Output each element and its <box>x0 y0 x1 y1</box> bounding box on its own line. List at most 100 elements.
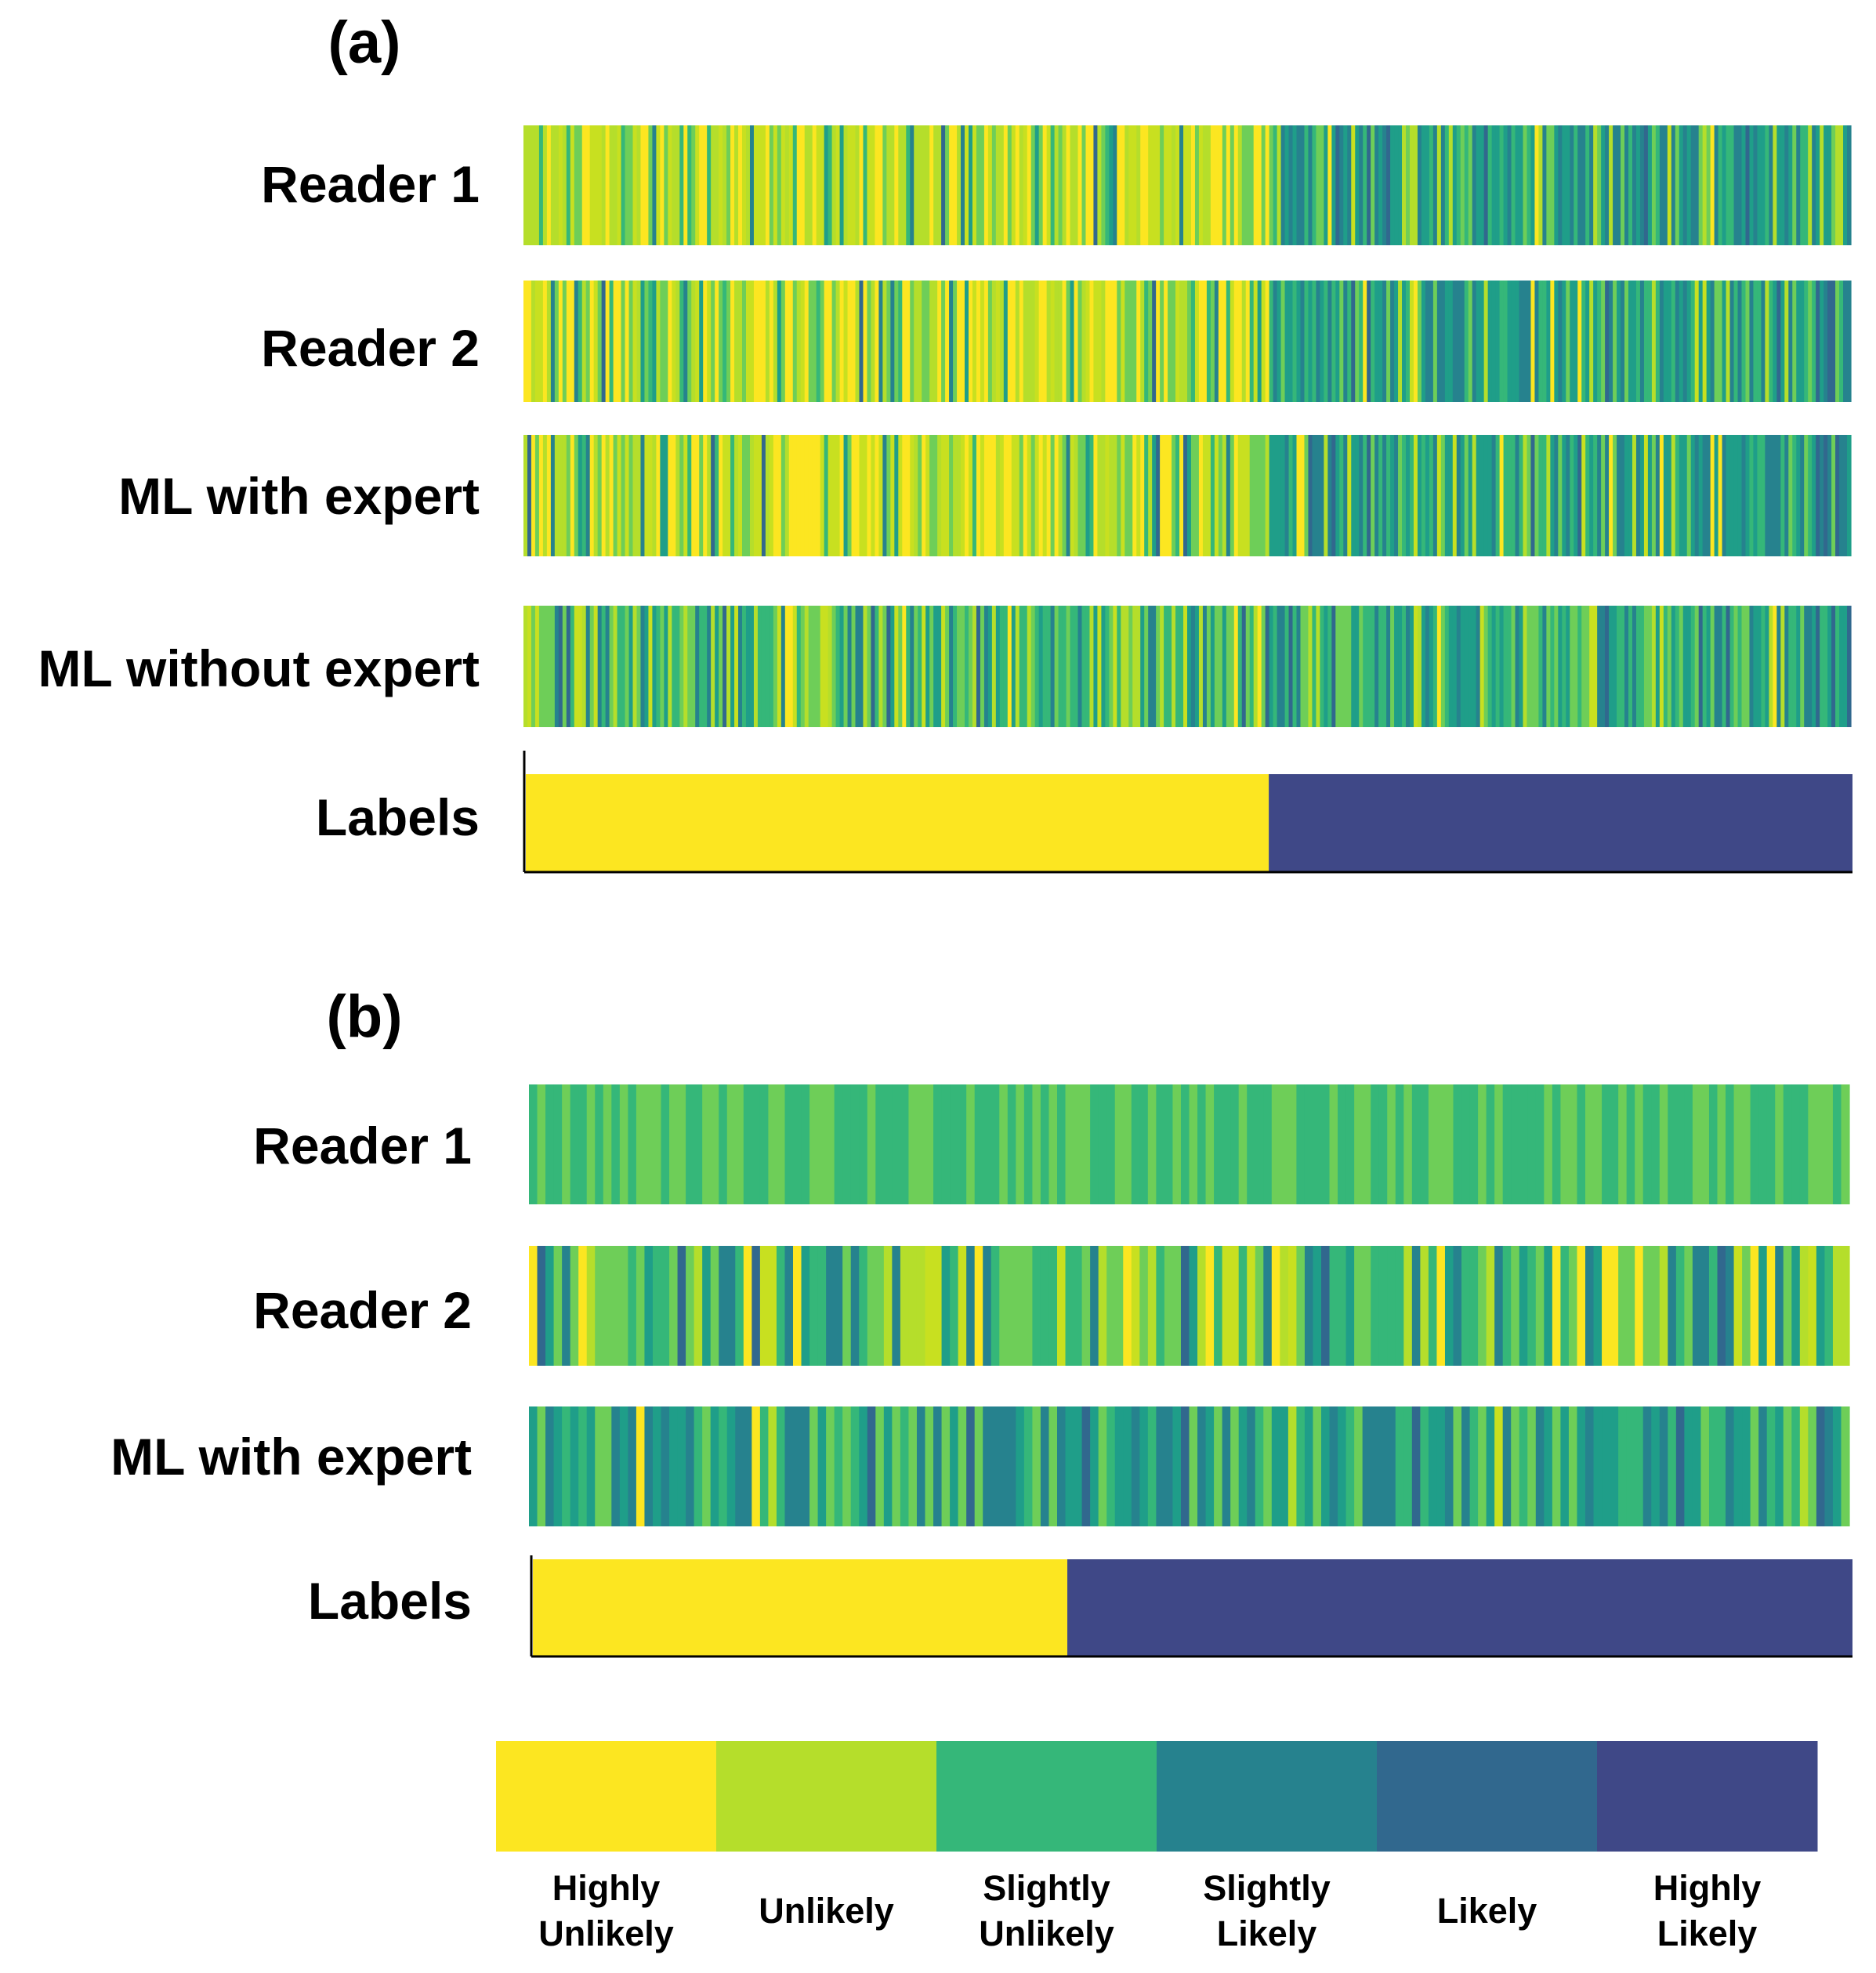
heatmap-cell <box>566 606 571 727</box>
heatmap-strip-a-reader-2 <box>523 281 1852 402</box>
heatmap-cell <box>809 1084 819 1204</box>
heatmap-cell <box>1089 435 1095 556</box>
heatmap-cell <box>1618 1084 1628 1204</box>
heatmap-cell <box>1816 125 1820 245</box>
heatmap-cell <box>784 435 790 556</box>
heatmap-cell <box>1034 281 1040 402</box>
heatmap-cell <box>1511 606 1516 727</box>
heatmap-cell <box>898 435 903 556</box>
heatmap-cell <box>738 125 743 245</box>
heatmap-cell <box>933 1406 943 1526</box>
heatmap-cell <box>914 435 918 556</box>
heatmap-cell <box>1792 281 1797 402</box>
heatmap-cell <box>1568 1406 1578 1526</box>
heatmap-cell <box>1023 1084 1034 1204</box>
heatmap-cell <box>625 125 630 245</box>
heatmap-cell <box>1552 1406 1562 1526</box>
label-segment-negative <box>526 774 1269 871</box>
heatmap-cell <box>1131 1084 1140 1204</box>
heatmap-cell <box>730 435 735 556</box>
heatmap-cell <box>949 606 954 727</box>
heatmap-cell <box>1257 606 1262 727</box>
heatmap-cell <box>890 125 895 245</box>
heatmap-cell <box>1263 1406 1273 1526</box>
heatmap-cell <box>1411 1406 1421 1526</box>
heatmap-cell <box>1003 606 1009 727</box>
heatmap-strip-a-ml-with-expert <box>523 435 1852 556</box>
heatmap-cell <box>991 1406 1000 1526</box>
heatmap-cell <box>1023 435 1028 556</box>
heatmap-cell <box>1172 1246 1182 1366</box>
heatmap-cell <box>628 435 634 556</box>
heatmap-cell <box>1371 281 1375 402</box>
heatmap-cell <box>1847 125 1852 245</box>
heatmap-cell <box>553 1246 563 1366</box>
heatmap-cell <box>1093 125 1098 245</box>
heatmap-cell <box>1686 606 1692 727</box>
heatmap-cell <box>1247 1246 1256 1366</box>
heatmap-cell <box>765 125 770 245</box>
heatmap-cell <box>578 1084 588 1204</box>
heatmap-cell <box>817 1406 827 1526</box>
heatmap-cell <box>527 281 532 402</box>
heatmap-cell <box>1698 606 1704 727</box>
heatmap-cell <box>1027 281 1032 402</box>
heatmap-cell <box>1690 606 1696 727</box>
heatmap-cell <box>1628 435 1633 556</box>
heatmap-cell <box>1574 606 1578 727</box>
heatmap-cell <box>995 125 1001 245</box>
heatmap-cell <box>1081 1246 1091 1366</box>
heatmap-cell <box>1097 435 1102 556</box>
heatmap-cell <box>1343 125 1348 245</box>
heatmap-cell <box>883 1246 893 1366</box>
heatmap-cell <box>719 606 723 727</box>
heatmap-cell <box>1682 435 1688 556</box>
heatmap-cell <box>1222 125 1227 245</box>
heatmap-cell <box>1085 281 1091 402</box>
heatmap-cell <box>1257 435 1262 556</box>
heatmap-cell <box>1486 1406 1495 1526</box>
heatmap-cell <box>1642 1084 1652 1204</box>
heatmap-cell <box>1436 606 1442 727</box>
heatmap-cell <box>1847 435 1852 556</box>
heatmap-cell <box>1395 1084 1404 1204</box>
heatmap-cell <box>941 606 946 727</box>
heatmap-cell <box>1530 606 1536 727</box>
heatmap-cell <box>1714 606 1719 727</box>
heatmap-cell <box>1304 1084 1314 1204</box>
heatmap-cell <box>1523 125 1528 245</box>
heatmap-cell <box>1117 281 1121 402</box>
heatmap-cell <box>894 125 899 245</box>
heatmap-cell <box>628 1084 637 1204</box>
heatmap-cell <box>1218 281 1223 402</box>
legend-label: Unlikely <box>759 1891 894 1931</box>
heatmap-cell <box>1535 1406 1545 1526</box>
heatmap-cell <box>632 125 638 245</box>
heatmap-cell <box>675 125 680 245</box>
heatmap-cell <box>976 606 981 727</box>
heatmap-cell <box>1761 281 1766 402</box>
heatmap-cell <box>1570 281 1574 402</box>
heatmap-cell <box>1602 1406 1611 1526</box>
heatmap-cell <box>683 606 688 727</box>
heatmap-cell <box>800 606 806 727</box>
heatmap-cell <box>1448 281 1454 402</box>
heatmap-cell <box>1702 606 1708 727</box>
heatmap-cell <box>850 1406 860 1526</box>
heatmap-cell <box>809 1406 819 1526</box>
heatmap-cell <box>1371 1406 1380 1526</box>
heatmap-cell <box>843 606 849 727</box>
heatmap-cell <box>1843 606 1848 727</box>
heatmap-cell <box>769 125 774 245</box>
legend-swatch <box>936 1741 1157 1852</box>
heatmap-cell <box>1642 1246 1652 1366</box>
row-label-b-ml-with-expert: ML with expert <box>110 1428 472 1486</box>
heatmap-cell <box>1823 435 1828 556</box>
heatmap-cell <box>1140 125 1145 245</box>
heatmap-cell <box>636 1406 646 1526</box>
heatmap-cell <box>820 435 825 556</box>
heatmap-strip-a-ml-without-expert <box>523 606 1852 727</box>
heatmap-cell <box>839 125 845 245</box>
heatmap-cell <box>1647 606 1653 727</box>
heatmap-cell <box>574 125 579 245</box>
